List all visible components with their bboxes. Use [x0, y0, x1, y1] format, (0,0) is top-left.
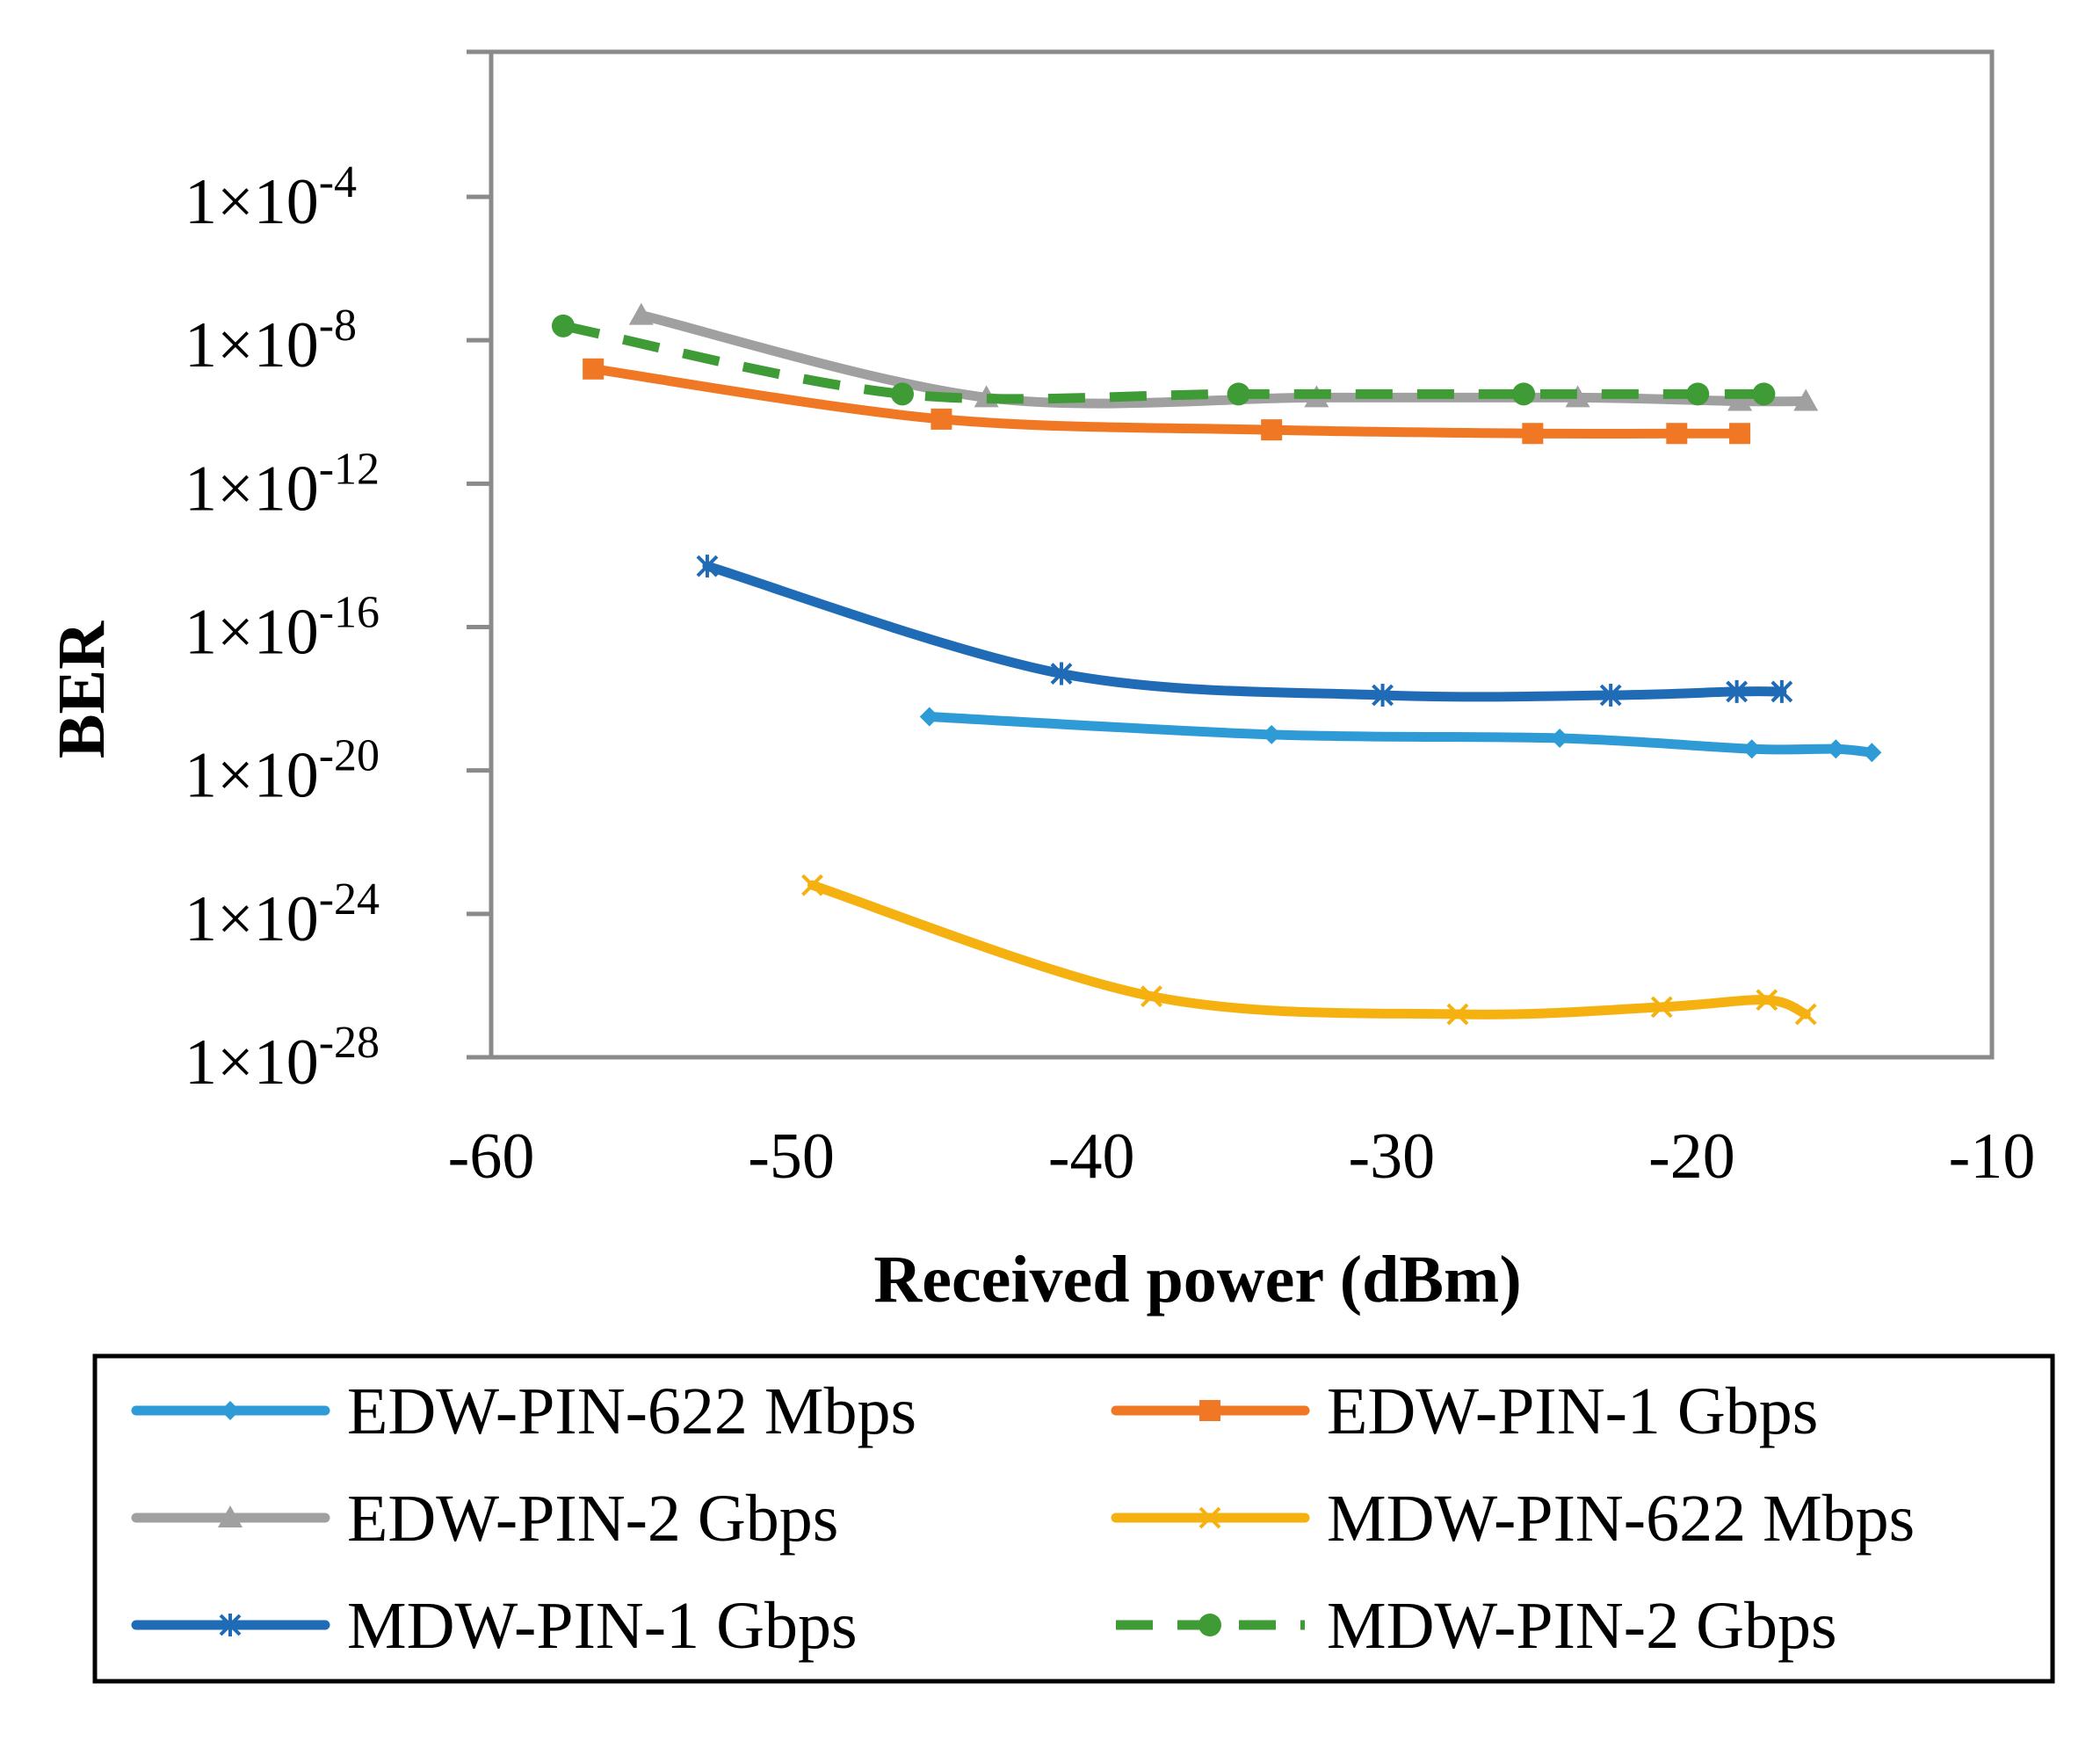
series-line [702, 561, 1787, 702]
y-tick-label: 1×10-8 [185, 301, 357, 381]
data-point [1794, 1003, 1817, 1026]
data-point [1262, 724, 1282, 744]
x-tick-label: -30 [1348, 1121, 1435, 1193]
legend-item: MDW-PIN-622 Mbps [1111, 1482, 1915, 1556]
data-point [583, 358, 605, 380]
y-tick-label-base: 1×10 [185, 166, 319, 238]
series-edw-pin-2-gbps [628, 302, 1819, 411]
data-point [1650, 996, 1673, 1019]
y-tick-label: 1×10-12 [185, 444, 380, 525]
y-tick-label-exponent: -28 [319, 1018, 380, 1068]
data-point [1666, 423, 1688, 445]
data-point [1771, 679, 1793, 703]
y-tick-label-base: 1×10 [185, 1026, 319, 1099]
x-tick-label: -20 [1648, 1121, 1735, 1193]
series-mdw-pin-2-gbps [551, 314, 1776, 406]
data-point [1372, 684, 1394, 707]
legend-item: EDW-PIN-1 Gbps [1111, 1375, 1818, 1448]
data-point [1726, 679, 1749, 703]
legend-label: MDW-PIN-622 Mbps [1327, 1482, 1915, 1556]
y-tick-label-base: 1×10 [185, 597, 319, 669]
data-point [1050, 662, 1073, 686]
series-mdw-pin-1-gbps [696, 555, 1793, 707]
data-point [1756, 989, 1778, 1012]
y-tick-label-exponent: -4 [319, 157, 357, 207]
data-point [1686, 382, 1710, 406]
data-point [1261, 419, 1283, 441]
data-point [551, 314, 575, 337]
data-point [890, 382, 914, 406]
legend-label: EDW-PIN-622 Mbps [347, 1375, 916, 1448]
data-point [1512, 382, 1536, 406]
x-axis-title: Received power (dBm) [873, 1243, 1521, 1317]
data-point [919, 707, 939, 727]
y-tick-label-exponent: -24 [319, 874, 380, 925]
legend-box [92, 1353, 2055, 1684]
data-point [1446, 1003, 1469, 1026]
y-tick-label: 1×10-16 [185, 588, 380, 669]
series-layer [551, 302, 1882, 1026]
data-point [1752, 382, 1776, 406]
legend-marker [1199, 1400, 1220, 1421]
data-point [628, 302, 654, 325]
x-tick-label: -10 [1949, 1121, 2036, 1193]
data-point [696, 555, 719, 578]
x-tick-label: -50 [748, 1121, 835, 1193]
data-point [801, 874, 823, 896]
y-axis-title: BER [45, 620, 119, 758]
legend-item: EDW-PIN-2 Gbps [131, 1482, 838, 1556]
data-point [1742, 739, 1762, 759]
y-tick-label: 1×10-4 [185, 157, 357, 238]
series-mdw-pin-622-mbps [801, 874, 1817, 1026]
series-edw-pin-622-mbps [919, 707, 1882, 763]
y-tick-label: 1×10-20 [185, 731, 380, 812]
legend-marker [1198, 1506, 1221, 1529]
legend-marker [221, 1401, 240, 1420]
legend-label: EDW-PIN-2 Gbps [347, 1482, 838, 1556]
plot-area-frame [489, 49, 1995, 1060]
y-tick-label: 1×10-24 [185, 874, 380, 955]
x-tick-label: -40 [1048, 1121, 1135, 1193]
y-tick-label-exponent: -20 [319, 731, 380, 781]
series-line [807, 880, 1811, 1019]
y-tick-label: 1×10-28 [185, 1018, 380, 1099]
legend-marker [218, 1505, 243, 1527]
legend-marker [1198, 1614, 1221, 1636]
y-tick-label-exponent: -8 [319, 301, 357, 351]
legend-item: MDW-PIN-2 Gbps [1116, 1589, 1837, 1663]
legend: EDW-PIN-622 Mbps EDW-PIN-1 Gbps EDW-PIN-2 … [131, 1375, 1915, 1663]
y-tick-label-base: 1×10 [185, 883, 319, 955]
legend-label: MDW-PIN-1 Gbps [347, 1589, 858, 1663]
y-tick-label-base: 1×10 [185, 740, 319, 812]
data-point [1522, 423, 1544, 445]
legend-label: EDW-PIN-1 Gbps [1327, 1375, 1818, 1448]
data-point [1550, 728, 1570, 748]
data-point [1729, 423, 1751, 445]
legend-item: MDW-PIN-1 Gbps [131, 1589, 858, 1663]
data-point [1826, 739, 1846, 759]
data-point [1141, 985, 1162, 1008]
legend-item: EDW-PIN-622 Mbps [131, 1375, 916, 1448]
y-tick-label-exponent: -16 [319, 588, 380, 638]
y-tick-label-base: 1×10 [185, 309, 319, 381]
series-edw-pin-1-gbps [583, 358, 1751, 445]
data-point [1793, 388, 1819, 411]
series-line [561, 321, 1764, 404]
x-axis-ticks: -60 -50 -40 -30 -20 -10 [448, 1121, 2036, 1193]
y-tick-label-exponent: -12 [319, 444, 380, 494]
data-point [1565, 385, 1590, 408]
data-point [1862, 743, 1882, 763]
data-point [931, 408, 952, 430]
data-point [1599, 684, 1622, 707]
data-point [1227, 382, 1250, 406]
y-axis-ticks: 1×10-41×10-81×10-121×10-161×10-201×10-24… [185, 49, 491, 1099]
x-tick-label: -60 [448, 1121, 535, 1193]
legend-label: MDW-PIN-2 Gbps [1327, 1589, 1837, 1663]
legend-marker [219, 1614, 242, 1636]
series-line [924, 711, 1877, 758]
y-tick-label-base: 1×10 [185, 453, 319, 525]
data-point [1727, 388, 1753, 411]
